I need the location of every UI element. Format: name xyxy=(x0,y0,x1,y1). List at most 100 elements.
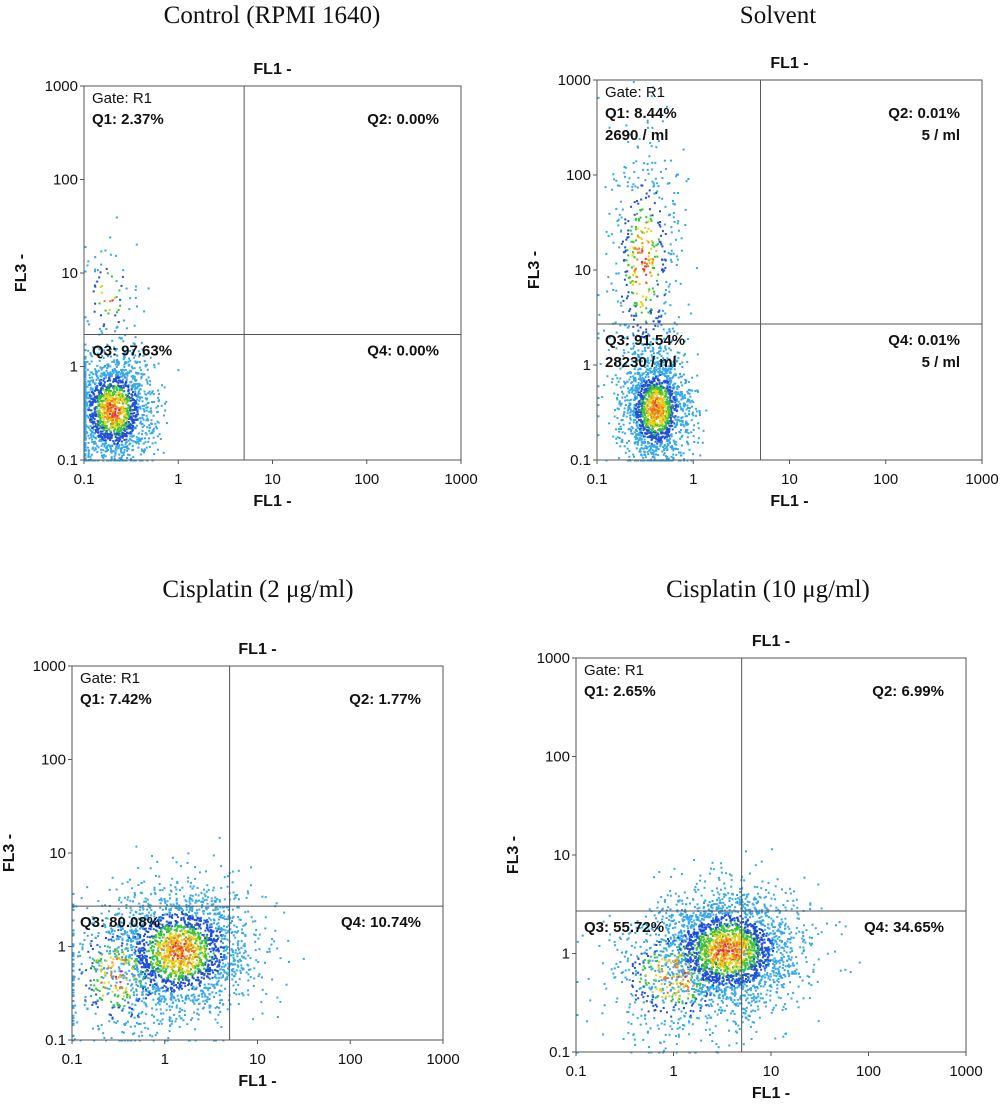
data-point xyxy=(103,381,106,384)
data-point xyxy=(255,929,258,931)
data-point xyxy=(95,386,98,389)
data-point xyxy=(622,392,625,395)
x-tick-label: 100 xyxy=(354,471,379,488)
data-point xyxy=(139,407,142,410)
data-point xyxy=(639,429,642,432)
data-point xyxy=(674,374,677,377)
data-point xyxy=(635,239,638,242)
data-point xyxy=(656,438,659,441)
data-point xyxy=(206,996,209,999)
data-point xyxy=(84,409,87,412)
data-point xyxy=(661,360,664,363)
data-point xyxy=(243,924,246,927)
data-point xyxy=(119,304,122,307)
data-point xyxy=(118,434,121,437)
data-point xyxy=(610,381,613,384)
data-point xyxy=(131,449,134,452)
data-point xyxy=(131,397,134,400)
data-point xyxy=(650,247,653,250)
data-point xyxy=(649,407,652,410)
data-point xyxy=(129,435,132,438)
data-point xyxy=(110,451,113,454)
data-point xyxy=(669,253,672,256)
data-point xyxy=(194,899,197,902)
data-point xyxy=(135,983,138,986)
data-point xyxy=(636,234,639,237)
data-point xyxy=(629,408,632,411)
data-point xyxy=(122,454,125,456)
data-point xyxy=(222,1003,225,1006)
data-point xyxy=(660,436,663,439)
data-point xyxy=(144,1026,147,1029)
data-point xyxy=(662,309,664,312)
data-point xyxy=(651,434,654,437)
data-point xyxy=(140,423,143,426)
data-point xyxy=(672,200,674,202)
data-point xyxy=(658,240,661,243)
data-point xyxy=(691,413,694,415)
data-point xyxy=(214,1007,217,1009)
data-point xyxy=(152,393,155,396)
data-point xyxy=(663,337,666,340)
data-point xyxy=(626,447,629,450)
data-point xyxy=(155,425,157,428)
data-point xyxy=(123,414,126,417)
data-point xyxy=(663,294,666,297)
data-point xyxy=(663,368,666,371)
data-point xyxy=(104,408,107,411)
data-point xyxy=(276,996,279,999)
data-point xyxy=(209,1005,212,1008)
data-point xyxy=(116,359,119,362)
data-point xyxy=(663,369,666,372)
data-point xyxy=(250,866,252,869)
data-point xyxy=(636,200,638,203)
data-point xyxy=(651,423,654,426)
data-point xyxy=(101,417,104,420)
data-point xyxy=(212,886,215,889)
data-point xyxy=(219,1002,221,1005)
data-point xyxy=(114,913,117,916)
data-point xyxy=(614,374,617,377)
data-point xyxy=(92,431,95,434)
data-point xyxy=(237,946,240,949)
data-point xyxy=(673,192,676,194)
data-point xyxy=(244,949,247,952)
data-point xyxy=(623,337,626,340)
data-point xyxy=(666,331,669,334)
data-point xyxy=(72,1023,75,1026)
data-point xyxy=(637,388,640,391)
data-point xyxy=(114,369,117,371)
data-point xyxy=(130,365,133,368)
data-point xyxy=(226,885,229,888)
data-point xyxy=(139,913,142,916)
data-point xyxy=(119,418,122,421)
data-point xyxy=(639,306,642,308)
data-point xyxy=(677,403,680,406)
data-point xyxy=(120,389,123,392)
data-point xyxy=(184,1014,186,1016)
data-point xyxy=(653,419,656,422)
data-point xyxy=(110,448,113,451)
data-point xyxy=(149,1034,152,1037)
y-tick-label: 100 xyxy=(566,167,591,184)
data-point xyxy=(633,256,636,259)
data-point xyxy=(119,425,122,428)
data-point xyxy=(189,908,192,911)
data-point xyxy=(264,927,267,930)
data-point xyxy=(132,342,135,345)
data-point xyxy=(668,337,671,340)
data-point xyxy=(221,906,224,909)
data-point xyxy=(644,382,647,385)
data-point xyxy=(142,908,145,911)
data-point xyxy=(668,328,671,331)
data-point xyxy=(115,418,118,421)
data-point xyxy=(151,855,153,857)
data-point xyxy=(152,436,155,439)
data-point xyxy=(95,410,98,413)
data-point xyxy=(147,902,150,905)
data-point xyxy=(133,388,136,391)
data-point xyxy=(110,431,113,434)
data-point xyxy=(232,975,235,978)
chart-title: Control (RPMI 1640) xyxy=(163,2,381,29)
